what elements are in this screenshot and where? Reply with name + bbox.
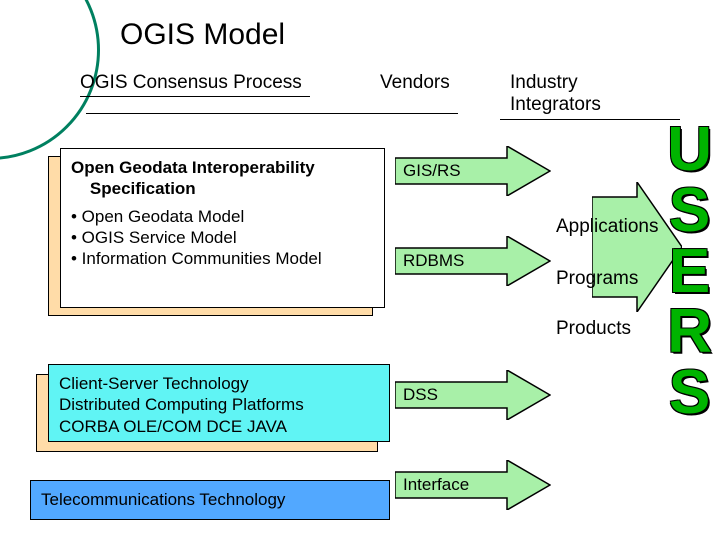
col-industry: Industry Integrators bbox=[510, 72, 601, 116]
users-s2: S bbox=[667, 363, 714, 424]
out-products: Products bbox=[556, 318, 631, 340]
users-e: E bbox=[667, 242, 714, 303]
cs-line-2: Distributed Computing Platforms bbox=[59, 394, 379, 415]
page-title: OGIS Model bbox=[120, 18, 285, 52]
users-vertical: U S E R S bbox=[667, 120, 714, 424]
spec-bullet-1: • Open Geodata Model bbox=[71, 206, 374, 227]
cs-line-1: Client-Server Technology bbox=[59, 373, 379, 394]
arrow-dss-label: DSS bbox=[403, 385, 438, 405]
out-programs: Programs bbox=[556, 268, 638, 290]
cs-box: Client-Server Technology Distributed Com… bbox=[48, 364, 390, 442]
users-s1: S bbox=[667, 181, 714, 242]
spec-bullet-3: • Information Communities Model bbox=[71, 248, 374, 269]
arrow-dss: DSS bbox=[395, 370, 551, 420]
arrow-rdbms-label: RDBMS bbox=[403, 251, 464, 271]
arrow-gisrs: GIS/RS bbox=[395, 146, 551, 196]
arrow-rdbms: RDBMS bbox=[395, 236, 551, 286]
out-apps: Applications bbox=[556, 216, 658, 238]
cs-line-3: CORBA OLE/COM DCE JAVA bbox=[59, 416, 379, 437]
col-process: OGIS Consensus Process bbox=[80, 72, 302, 94]
arrow-interface-label: Interface bbox=[403, 475, 469, 495]
spec-bullet-2: • OGIS Service Model bbox=[71, 227, 374, 248]
spec-box: Open Geodata Interoperability Specificat… bbox=[60, 148, 385, 308]
tele-text: Telecommunications Technology bbox=[41, 489, 285, 510]
arrow-gisrs-label: GIS/RS bbox=[403, 161, 461, 181]
col-industry-underline bbox=[500, 119, 680, 120]
spec-heading: Open Geodata Interoperability Specificat… bbox=[71, 157, 374, 200]
tele-box: Telecommunications Technology bbox=[30, 480, 390, 520]
col-vendors-underline bbox=[86, 113, 458, 114]
col-vendors: Vendors bbox=[380, 72, 450, 94]
users-r: R bbox=[667, 302, 714, 363]
col-process-underline bbox=[80, 96, 310, 97]
arrow-interface: Interface bbox=[395, 460, 551, 510]
users-u: U bbox=[667, 120, 714, 181]
